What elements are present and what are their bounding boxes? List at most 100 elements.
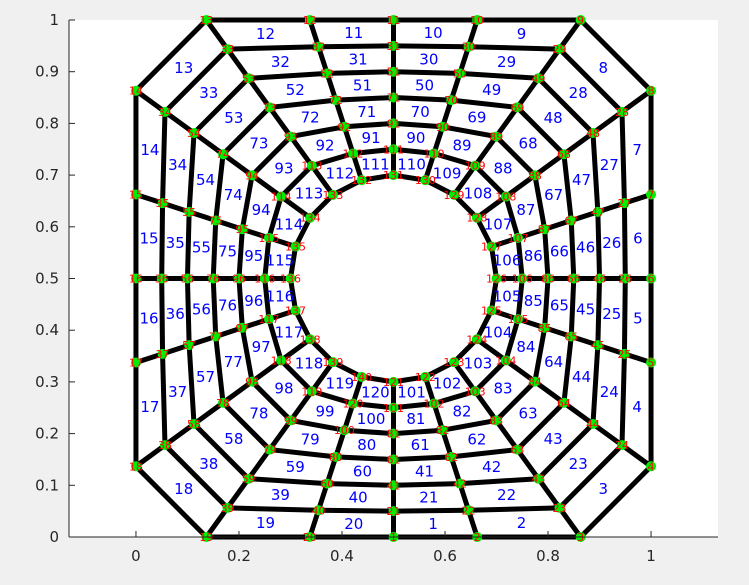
mesh-node (491, 131, 502, 142)
mesh-node (388, 170, 399, 181)
node-label: 107 (508, 232, 529, 245)
node-label: 6 (648, 273, 655, 286)
node-label: 68 (557, 148, 571, 161)
y-tick-label: 0 (49, 528, 59, 546)
node-label: 12 (303, 14, 317, 27)
node-label: 119 (301, 385, 322, 398)
mesh-node (130, 85, 141, 96)
node-label: 91 (387, 117, 401, 130)
mesh-node (285, 131, 296, 142)
ring-edge (431, 388, 478, 407)
mesh-node (533, 73, 544, 84)
node-label: 96 (232, 273, 246, 286)
node-label: 51 (387, 66, 401, 79)
spoke-edge (451, 163, 478, 198)
mesh-node (388, 118, 399, 129)
node-label: 127 (481, 241, 502, 254)
node-label: 134 (300, 212, 321, 225)
element-label: 99 (315, 402, 334, 420)
mesh-node (388, 506, 399, 517)
mesh-node (558, 149, 569, 160)
element-label: 44 (572, 368, 591, 386)
ring-edge (503, 194, 521, 241)
ring-edge (341, 427, 396, 437)
mesh-node (237, 224, 248, 235)
axes: 0 0.2 0.4 0.6 0.8 100.10.20.30.40.50.60.70.80… (35, 11, 718, 565)
mesh-node (388, 402, 399, 413)
node-label: 104 (495, 354, 516, 367)
element-label: 34 (168, 156, 187, 174)
spoke-edge (220, 151, 255, 178)
ring-edge (213, 151, 226, 224)
mesh-node (189, 418, 200, 429)
node-label: 133 (322, 189, 343, 202)
spoke-edge (203, 505, 230, 540)
node-label: 23 (553, 502, 567, 515)
mesh-node (539, 322, 550, 333)
ring-edge (133, 17, 209, 94)
mesh-node (348, 148, 359, 159)
ring-edge (159, 200, 166, 281)
node-label: 102 (423, 398, 444, 411)
node-label: 131 (383, 169, 404, 182)
mesh-node (575, 15, 586, 25)
node-label: 14 (129, 85, 143, 98)
ring-edge (568, 218, 577, 281)
element-label: 49 (482, 81, 501, 99)
x-tick-label: 1 (646, 547, 656, 565)
spoke-edge (590, 109, 625, 136)
mesh-node (222, 44, 233, 55)
element-label: 19 (256, 514, 275, 532)
ring-edge (561, 151, 574, 224)
ring-edge (619, 351, 627, 448)
spoke-edge (288, 388, 315, 423)
mesh-node (388, 144, 399, 155)
node-label: 121 (383, 376, 404, 389)
mesh-node (446, 95, 457, 106)
element-label: 20 (344, 515, 363, 533)
ring-edge (184, 209, 192, 281)
spoke-edge (451, 359, 478, 394)
spoke-edge (514, 447, 541, 482)
ring-edge (246, 70, 330, 81)
ring-edge (191, 421, 252, 482)
element-label: 5 (633, 309, 643, 327)
mesh-node (428, 398, 439, 409)
ring-edge (488, 244, 500, 281)
element-label: 25 (602, 305, 621, 323)
mesh-node (157, 348, 168, 359)
element-label: 11 (344, 24, 363, 42)
element-label: 29 (497, 53, 516, 71)
ring-edge (514, 400, 567, 453)
mesh-node (388, 15, 399, 25)
spoke-edge (224, 476, 252, 511)
spoke-edge (191, 400, 226, 427)
mesh-node (348, 398, 359, 409)
mesh-node (568, 273, 579, 284)
element-label: 10 (424, 24, 443, 42)
mesh-node (322, 478, 333, 489)
node-label: 125 (481, 304, 502, 317)
spoke-edge (557, 17, 584, 52)
node-label: 25 (617, 348, 631, 361)
node-label: 52 (320, 67, 334, 80)
spoke-edge (278, 336, 313, 363)
ring-edge (466, 505, 563, 513)
ring-edge (324, 69, 396, 76)
spoke-edge (514, 75, 541, 110)
mesh-node (157, 198, 168, 209)
mesh-node (463, 505, 474, 516)
element-label: 119 (326, 374, 355, 392)
node-label: 21 (387, 505, 401, 518)
ring-edge (159, 276, 166, 357)
y-tick-label: 0.1 (35, 476, 59, 494)
ring-edge (184, 276, 192, 348)
node-label: 139 (322, 356, 343, 369)
y-tick-label: 0.3 (35, 373, 59, 391)
node-label: 92 (337, 121, 351, 134)
mesh-node (327, 357, 338, 368)
mesh-node (247, 376, 258, 387)
node-label: 16 (129, 273, 143, 286)
node-label: 113 (301, 160, 322, 173)
